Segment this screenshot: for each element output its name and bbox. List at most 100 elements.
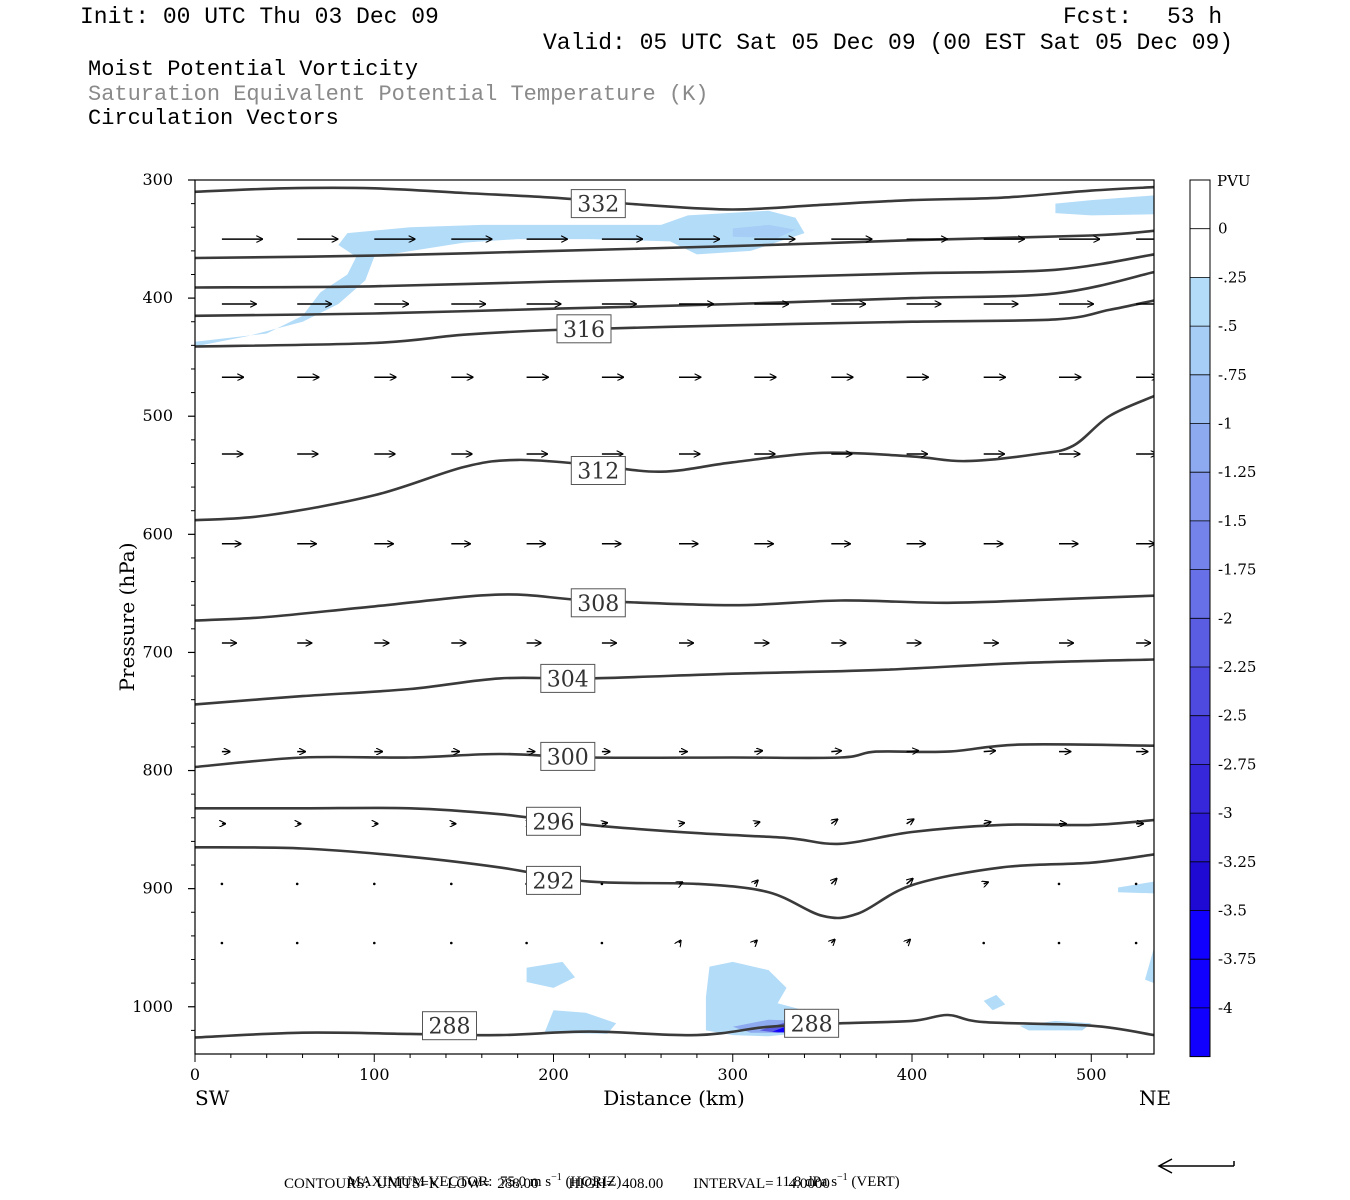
- colorbar-unit: PVU: [1217, 172, 1251, 190]
- y-tick-label-500: 500: [142, 406, 173, 425]
- init-time: Init: 00 UTC Thu 03 Dec 09: [80, 4, 439, 30]
- theta-contour-332-0: [195, 185, 1154, 211]
- vector-dot: [1134, 941, 1138, 945]
- reference-vector-arrow: [1157, 1158, 1235, 1174]
- theta-contours: [195, 185, 1154, 1039]
- pv-region-8: [1118, 881, 1154, 894]
- max-vector-line: MAXIMUM VECTOR: 75.0 m s−1 (HORIZ): [340, 1157, 622, 1191]
- contour-label-box: [570, 189, 626, 219]
- vector-arrow: [907, 879, 913, 884]
- contour-label-300: 300: [547, 745, 589, 770]
- colorbar-segment: [1190, 326, 1210, 375]
- contour-label-box: [526, 806, 581, 836]
- colorbar-segment: [1190, 520, 1210, 570]
- colorbar-label: 0: [1218, 220, 1228, 238]
- y-tick-label-700: 700: [142, 642, 173, 661]
- contour-label-box: [422, 1011, 477, 1041]
- contour-label-292: 292: [533, 869, 575, 894]
- theta-contour-unlabeled-1: [195, 229, 1154, 260]
- title-theta-es: Saturation Equivalent Potential Temperat…: [88, 82, 709, 107]
- colorbar-segment: [1190, 277, 1210, 327]
- vector-dot: [1057, 882, 1061, 886]
- colorbar-label: -1.5: [1218, 512, 1247, 530]
- y-axis-label: Pressure (hPa): [115, 543, 139, 692]
- pv-colorbar: 0 -.25 -.5 -.75 -1 -1.25 -1.5 -1.75 -2 -2.25 -2.5 -…: [1189, 179, 1256, 1058]
- vector-arrow: [679, 823, 684, 824]
- colorbar-label: -3.25: [1218, 853, 1256, 871]
- contour-label-box: [570, 588, 626, 618]
- theta-contour-312-5: [195, 394, 1154, 522]
- colorbar-label: -1: [1218, 415, 1233, 433]
- colorbar-label: -2.75: [1218, 755, 1256, 773]
- title-pv: Moist Potential Vorticity: [88, 57, 419, 82]
- vector-dot: [1134, 882, 1138, 886]
- forecast-label: Fcst:: [1063, 4, 1133, 30]
- vector-dot: [373, 941, 376, 945]
- colorbar-label: -3.5: [1218, 902, 1247, 920]
- y-tick-label-300: 300: [142, 170, 173, 189]
- theta-contour-296-9: [195, 806, 1154, 846]
- colorbar-segment: [1190, 764, 1210, 814]
- vector-dot: [1057, 941, 1061, 945]
- colorbar-label: -.5: [1218, 317, 1237, 335]
- colorbar-segment: [1190, 423, 1210, 473]
- colorbar-segment: [1190, 910, 1210, 960]
- pv-region-9: [1145, 947, 1154, 984]
- colorbar-label: -3: [1218, 804, 1233, 822]
- colorbar-label: -.75: [1218, 366, 1247, 384]
- colorbar-label: -2: [1218, 609, 1233, 627]
- colorbar-segment: [1190, 861, 1210, 911]
- vector-dot: [450, 882, 453, 886]
- vector-arrow: [906, 751, 919, 752]
- vector-arrow: [679, 882, 683, 884]
- vector-arrow: [906, 819, 914, 824]
- x-tick-label-0: 0: [190, 1065, 200, 1084]
- contour-label-288: 288: [429, 1015, 471, 1040]
- circulation-vectors: [220, 239, 1154, 945]
- colorbar-segment: [1190, 1007, 1210, 1057]
- colorbar-label: -1.25: [1218, 463, 1256, 481]
- vert-unit-exponent: −1: [837, 1172, 848, 1183]
- vector-arrow: [754, 751, 762, 752]
- vector-arrow: [679, 940, 681, 943]
- contour-label-304: 304: [547, 667, 589, 692]
- theta-contour-304-7: [195, 658, 1154, 706]
- x-axis: 0 100 200 300 400 500: [190, 1054, 1128, 1084]
- colorbar-segment: [1190, 228, 1210, 278]
- pv-region-3: [526, 961, 575, 988]
- vector-arrow: [831, 939, 835, 943]
- theta-contour-300-8: [195, 743, 1154, 769]
- x-tick-label-200: 200: [538, 1065, 569, 1084]
- theta-contour-288-11: [195, 1013, 1154, 1039]
- pv-region-7: [1019, 1020, 1092, 1031]
- contour-label-box: [570, 456, 626, 485]
- x-tick-label-100: 100: [359, 1065, 390, 1084]
- theta-contour-308-6: [195, 593, 1154, 622]
- vector-dot: [295, 941, 299, 945]
- x-end-label-sw: SW: [195, 1086, 230, 1110]
- y-tick-label-900: 900: [142, 879, 173, 898]
- vert-max-line: 11.8 dPa s−1 (VERT): [768, 1157, 900, 1191]
- title-vectors: Circulation Vectors: [88, 106, 339, 131]
- vector-dot: [220, 941, 224, 945]
- contour-label-296: 296: [533, 810, 575, 835]
- forecast-hour: 53 h: [1167, 4, 1223, 30]
- pv-region-6: [983, 994, 1006, 1011]
- contour-label-box: [540, 741, 596, 771]
- colorbar-label: -1.75: [1218, 561, 1256, 579]
- colorbar-segment: [1190, 959, 1210, 1008]
- theta-contour-unlabeled-2: [195, 253, 1154, 289]
- x-tick-label-400: 400: [897, 1065, 928, 1084]
- colorbar-label: -3.75: [1218, 950, 1256, 968]
- colorbar-segment: [1190, 715, 1210, 765]
- pv-region-1: [732, 224, 796, 238]
- vector-arrow: [831, 819, 837, 824]
- colorbar-label: -2.5: [1218, 707, 1247, 725]
- contour-label-308: 308: [577, 592, 619, 617]
- vector-arrow: [831, 751, 841, 752]
- theta-contour-316-4: [195, 299, 1154, 348]
- vector-arrow: [602, 823, 607, 824]
- vector-dot: [982, 941, 985, 945]
- vector-arrow: [983, 822, 991, 824]
- contour-label-box: [784, 1008, 840, 1038]
